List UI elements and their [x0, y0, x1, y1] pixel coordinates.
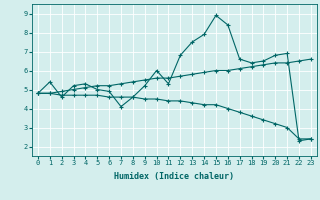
X-axis label: Humidex (Indice chaleur): Humidex (Indice chaleur) [115, 172, 234, 181]
